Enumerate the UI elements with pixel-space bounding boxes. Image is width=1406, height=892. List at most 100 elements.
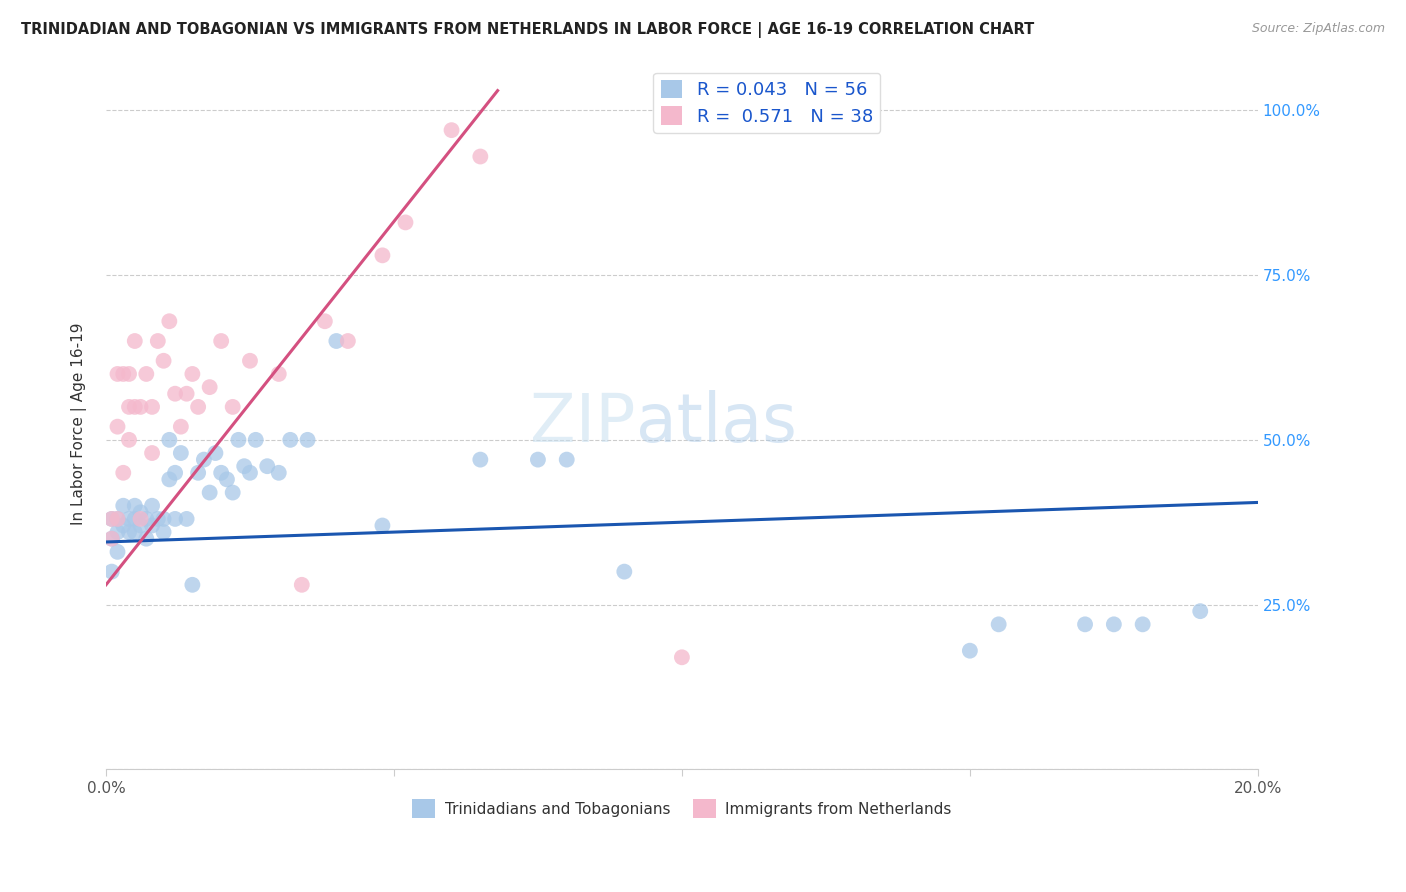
Point	[118, 367, 141, 381]
Text: TRINIDADIAN AND TOBAGONIAN VS IMMIGRANTS FROM NETHERLANDS IN LABOR FORCE | AGE 1: TRINIDADIAN AND TOBAGONIAN VS IMMIGRANTS…	[21, 22, 1035, 38]
Point	[112, 367, 135, 381]
Point	[222, 400, 245, 414]
Point	[613, 565, 636, 579]
Point	[1189, 604, 1212, 618]
Text: Source: ZipAtlas.com: Source: ZipAtlas.com	[1251, 22, 1385, 36]
Point	[193, 452, 215, 467]
Point	[124, 334, 146, 348]
Point	[157, 472, 180, 486]
Point	[135, 512, 157, 526]
Point	[100, 512, 122, 526]
Point	[325, 334, 347, 348]
Point	[118, 525, 141, 540]
Point	[233, 459, 256, 474]
Point	[129, 518, 152, 533]
Point	[152, 353, 174, 368]
Point	[440, 123, 463, 137]
Point	[470, 452, 492, 467]
Point	[176, 512, 198, 526]
Point	[291, 578, 314, 592]
Point	[239, 353, 262, 368]
Point	[209, 334, 232, 348]
Point	[228, 433, 250, 447]
Point	[267, 367, 290, 381]
Point	[129, 400, 152, 414]
Point	[129, 505, 152, 519]
Point	[112, 518, 135, 533]
Point	[146, 512, 169, 526]
Point	[165, 466, 187, 480]
Point	[135, 532, 157, 546]
Point	[141, 400, 163, 414]
Point	[297, 433, 319, 447]
Point	[187, 466, 209, 480]
Point	[209, 466, 232, 480]
Point	[198, 380, 221, 394]
Point	[239, 466, 262, 480]
Point	[107, 545, 129, 559]
Point	[1102, 617, 1125, 632]
Legend: Trinidadians and Tobagonians, Immigrants from Netherlands: Trinidadians and Tobagonians, Immigrants…	[406, 793, 957, 824]
Point	[112, 466, 135, 480]
Point	[987, 617, 1010, 632]
Point	[278, 433, 301, 447]
Point	[470, 149, 492, 163]
Point	[671, 650, 693, 665]
Point	[107, 512, 129, 526]
Point	[222, 485, 245, 500]
Point	[107, 525, 129, 540]
Text: atlas: atlas	[636, 391, 797, 457]
Point	[157, 314, 180, 328]
Text: ZIP: ZIP	[530, 391, 636, 457]
Point	[165, 386, 187, 401]
Point	[176, 386, 198, 401]
Point	[165, 512, 187, 526]
Point	[1132, 617, 1154, 632]
Point	[118, 512, 141, 526]
Point	[100, 512, 122, 526]
Point	[107, 367, 129, 381]
Point	[129, 512, 152, 526]
Point	[181, 367, 204, 381]
Point	[336, 334, 359, 348]
Point	[141, 499, 163, 513]
Point	[204, 446, 226, 460]
Point	[371, 248, 394, 262]
Point	[100, 532, 122, 546]
Point	[394, 215, 416, 229]
Point	[157, 433, 180, 447]
Point	[267, 466, 290, 480]
Point	[112, 499, 135, 513]
Point	[959, 643, 981, 657]
Point	[141, 518, 163, 533]
Point	[118, 400, 141, 414]
Point	[107, 419, 129, 434]
Point	[245, 433, 267, 447]
Point	[1074, 617, 1097, 632]
Point	[124, 499, 146, 513]
Point	[124, 512, 146, 526]
Point	[181, 578, 204, 592]
Y-axis label: In Labor Force | Age 16-19: In Labor Force | Age 16-19	[72, 322, 87, 524]
Point	[152, 512, 174, 526]
Point	[118, 433, 141, 447]
Point	[107, 512, 129, 526]
Point	[100, 532, 122, 546]
Point	[100, 565, 122, 579]
Point	[371, 518, 394, 533]
Point	[135, 367, 157, 381]
Point	[187, 400, 209, 414]
Point	[124, 400, 146, 414]
Point	[555, 452, 578, 467]
Point	[527, 452, 550, 467]
Point	[215, 472, 238, 486]
Point	[146, 334, 169, 348]
Point	[314, 314, 336, 328]
Point	[170, 419, 193, 434]
Point	[152, 525, 174, 540]
Point	[124, 525, 146, 540]
Point	[141, 446, 163, 460]
Point	[256, 459, 278, 474]
Point	[170, 446, 193, 460]
Point	[198, 485, 221, 500]
